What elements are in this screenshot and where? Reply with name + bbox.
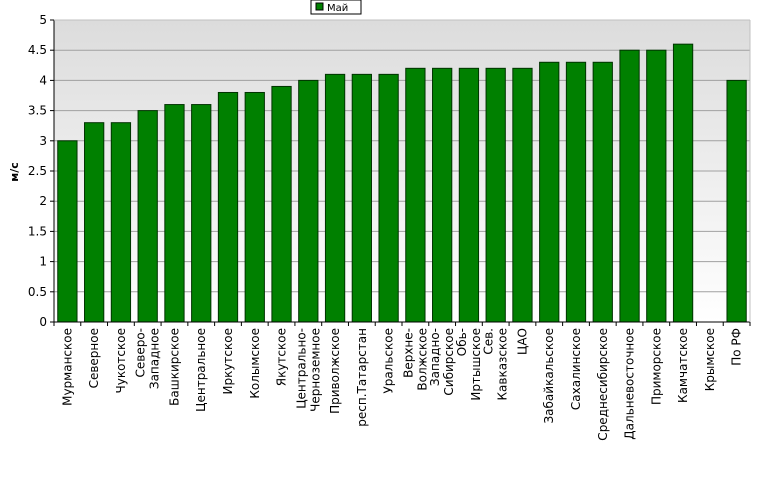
x-tick-label: Сахалинское <box>569 328 583 410</box>
x-tick-label: Кавказское <box>496 328 510 401</box>
y-tick-label: 0.5 <box>28 285 47 299</box>
bar <box>110 122 132 323</box>
x-tick-label: Западно- <box>428 328 442 386</box>
bar <box>191 104 212 323</box>
bar <box>164 104 185 323</box>
x-tick-label: Чукотское <box>114 328 128 393</box>
x-tick-label: Северо- <box>134 328 148 378</box>
y-tick-label: 3 <box>39 134 47 148</box>
bar <box>565 61 587 323</box>
bar <box>432 67 453 323</box>
x-tick-label: Волжское <box>415 328 429 391</box>
axes <box>53 19 751 326</box>
x-tick-label: Сибирское <box>442 328 456 396</box>
bar <box>378 73 399 323</box>
y-tick-label: 0 <box>39 315 47 329</box>
bar <box>485 67 506 323</box>
bar <box>244 91 265 323</box>
y-tick-label: 3.5 <box>28 104 47 118</box>
y-tick-label: 4 <box>39 73 47 87</box>
y-tick-label: 1.5 <box>28 224 47 238</box>
bar <box>217 91 239 323</box>
x-tick-label: Колымское <box>248 328 262 399</box>
x-tick-label: Центральное <box>194 328 208 412</box>
x-tick-label: Черноземное <box>308 328 322 412</box>
bars <box>57 43 747 323</box>
x-tick-label: респ.Татарстан <box>355 328 369 427</box>
legend-swatch <box>315 2 324 11</box>
x-tick-label: Центрально- <box>294 328 308 409</box>
x-tick-label: Якутское <box>275 328 289 386</box>
x-tick-label: Забайкальское <box>542 328 556 424</box>
bar <box>271 85 292 323</box>
x-tick-labels: Мурманское Северное Чукотское Северо- Западн… <box>60 328 743 441</box>
y-tick-label: 5 <box>39 13 47 27</box>
x-tick-label: По РФ <box>730 328 744 366</box>
x-tick-label: Приморское <box>649 328 663 405</box>
bar <box>646 49 667 323</box>
y-tick-label: 2.5 <box>28 164 47 178</box>
bar <box>512 67 533 323</box>
bar <box>137 110 158 323</box>
x-tick-label: Среднесибирское <box>596 328 610 441</box>
x-tick-label: Обь- <box>455 328 469 356</box>
bar <box>324 73 346 323</box>
y-tick-labels: 0 0.5 1 1.5 2 2.5 3 3.5 4 4.5 5 <box>28 13 47 329</box>
x-tick-label: Сев. <box>482 328 496 355</box>
bar <box>458 67 480 323</box>
bar <box>405 67 426 323</box>
x-tick-label: Приволжское <box>328 328 342 414</box>
y-tick-label: 2 <box>39 194 47 208</box>
x-tick-label: Иркутское <box>221 328 235 395</box>
x-tick-label: Верхне- <box>401 328 415 378</box>
x-tick-label: Северное <box>87 328 101 388</box>
bar <box>592 61 613 323</box>
x-tick-label: Камчатское <box>676 328 690 403</box>
bar <box>84 122 105 323</box>
bar <box>672 43 694 323</box>
x-tick-label: Иртышское <box>469 328 483 401</box>
legend-label: Май <box>327 3 348 14</box>
y-tick-label: 1 <box>39 255 47 269</box>
x-tick-label: Уральское <box>382 328 396 394</box>
x-tick-label: Башкирское <box>167 328 181 406</box>
y-axis-label: м/с <box>8 162 21 182</box>
bar <box>351 73 372 323</box>
x-tick-label: Дальневосточное <box>623 328 637 440</box>
x-tick-label: Мурманское <box>60 328 74 406</box>
bar <box>57 140 78 323</box>
bar <box>298 79 319 323</box>
x-tick-label: Крымское <box>703 328 717 391</box>
y-tick-label: 4.5 <box>28 43 47 57</box>
legend: Май <box>310 0 362 15</box>
x-tick-label: Западное <box>148 328 162 389</box>
bar <box>619 49 640 323</box>
x-tick-label: ЦАО <box>515 328 529 355</box>
bar <box>539 61 560 323</box>
bar <box>726 79 747 323</box>
